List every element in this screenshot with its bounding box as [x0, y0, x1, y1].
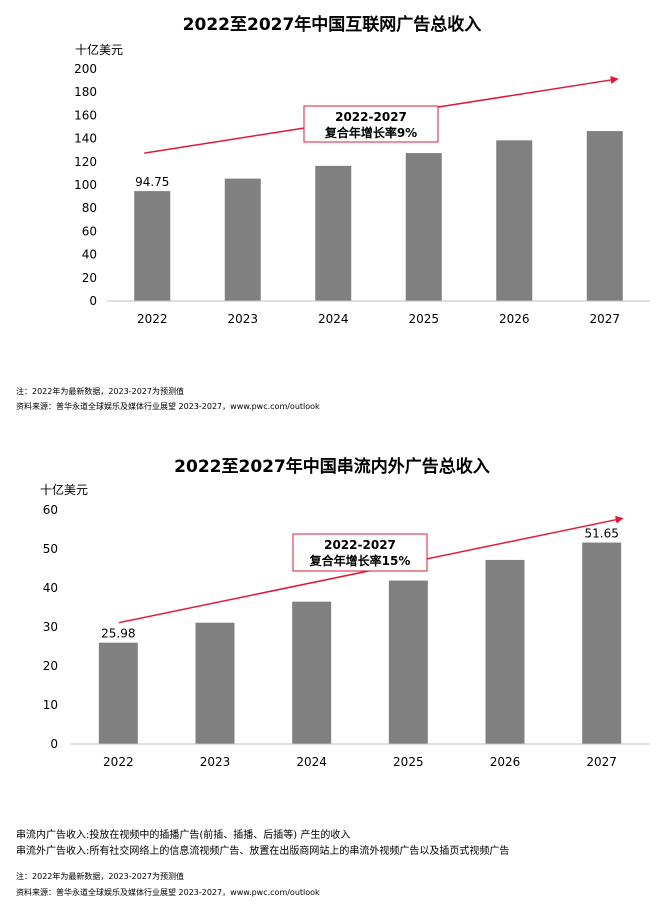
- chart-1: 十亿美元 0 20 40 60 80 100 120 140 160 180 200 2022 94.75…: [74, 42, 650, 326]
- y-axis-label: 十亿美元: [40, 482, 88, 497]
- y-tick-label: 80: [82, 201, 97, 215]
- y-tick-label: 10: [43, 698, 58, 712]
- y-tick-label: 60: [43, 503, 58, 517]
- x-tick-label: 2024: [318, 312, 349, 326]
- bar-2025: [405, 153, 442, 301]
- x-tick-label: 2027: [589, 312, 620, 326]
- x-tick-label: 2022: [103, 755, 134, 769]
- y-tick-label: 20: [43, 659, 58, 673]
- y-tick-label: 120: [74, 155, 97, 169]
- x-tick-label: 2023: [227, 312, 258, 326]
- chart-2-note: 注：2022年为最新数据，2023-2027为预测值: [16, 872, 184, 881]
- y-tick-label: 40: [82, 248, 97, 262]
- data-label: 51.65: [584, 527, 618, 541]
- y-tick-label: 0: [89, 294, 97, 308]
- chart-1-note: 注：2022年为最新数据，2023-2027为预测值: [16, 387, 184, 396]
- bar-2022: [134, 191, 171, 301]
- x-tick-label: 2026: [490, 755, 521, 769]
- cagr-annotation-box: [292, 533, 428, 572]
- bar-2024: [292, 601, 332, 744]
- y-tick-label: 40: [43, 581, 58, 595]
- x-tick-label: 2024: [296, 755, 327, 769]
- bar-2024: [315, 165, 352, 301]
- x-tick-label: 2025: [393, 755, 424, 769]
- y-tick-label: 0: [50, 737, 58, 751]
- y-tick-label: 200: [74, 62, 97, 76]
- chart-2-definition-1: 串流内广告收入:投放在视频中的插播广告(前插、插播、后插等) 产生的收入: [16, 830, 351, 841]
- data-label: 25.98: [101, 627, 135, 641]
- bar-2027: [586, 131, 623, 301]
- y-tick-label: 50: [43, 542, 58, 556]
- cagr-annotation-period: 2022-2027: [335, 110, 407, 124]
- bar-2025: [388, 580, 428, 744]
- x-tick-label: 2023: [200, 755, 231, 769]
- cagr-annotation-rate: 复合年增长率15%: [309, 553, 411, 568]
- chart-2-title: 2022至2027年中国串流内外广告总收入: [174, 457, 490, 477]
- bar-2027: [582, 542, 622, 744]
- bar-2026: [496, 140, 533, 301]
- y-tick-label: 60: [82, 224, 97, 238]
- bar-2026: [485, 559, 525, 744]
- y-tick-label: 30: [43, 620, 58, 634]
- y-tick-label: 160: [74, 108, 97, 122]
- y-tick-label: 100: [74, 178, 97, 192]
- chart-2-definition-2: 串流外广告收入:所有社交网络上的信息流视频广告、放置在出版商网站上的串流外视频广…: [16, 846, 510, 857]
- cagr-annotation-rate: 复合年增长率9%: [324, 125, 417, 140]
- bar-2022: [98, 642, 138, 744]
- x-tick-label: 2027: [586, 755, 617, 769]
- y-tick-label: 180: [74, 85, 97, 99]
- y-tick-label: 20: [82, 271, 97, 285]
- x-tick-label: 2026: [499, 312, 530, 326]
- chart-2: 十亿美元 0 10 20 30 40 50 60 2022 25.98 2023 2024 2025 20…: [40, 482, 650, 769]
- cagr-annotation-box: [303, 105, 439, 143]
- cagr-annotation-period: 2022-2027: [324, 538, 396, 552]
- chart-1-source: 资料来源：普华永道全球娱乐及媒体行业展望 2023-2027，www.pwc.c…: [16, 402, 320, 411]
- bar-2023: [195, 622, 235, 744]
- bar-2023: [224, 178, 261, 301]
- x-tick-label: 2025: [408, 312, 439, 326]
- data-label: 94.75: [135, 175, 169, 189]
- chart-2-source: 资料来源：普华永道全球娱乐及媒体行业展望 2023-2027，www.pwc.c…: [16, 888, 320, 897]
- y-tick-label: 140: [74, 132, 97, 146]
- chart-1-title: 2022至2027年中国互联网广告总收入: [182, 15, 482, 35]
- x-tick-label: 2022: [137, 312, 168, 326]
- y-axis-label: 十亿美元: [75, 42, 123, 57]
